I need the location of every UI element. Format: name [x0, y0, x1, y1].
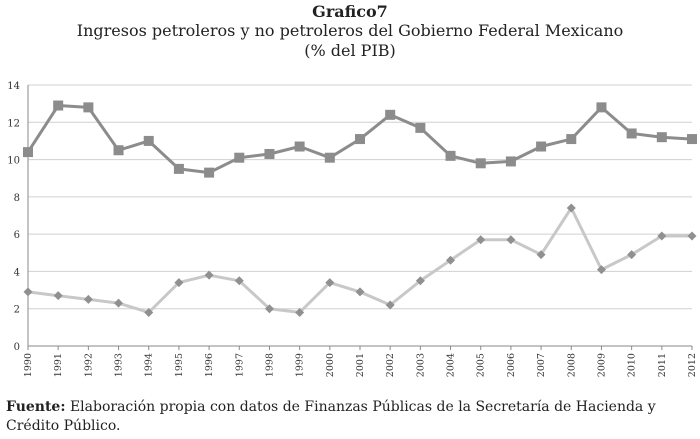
data-point-diamond: [446, 255, 456, 265]
data-point-diamond: [23, 287, 33, 297]
data-point-square: [445, 150, 456, 161]
x-tick-label: 2001: [355, 353, 366, 377]
x-tick-label: 2005: [476, 353, 487, 377]
x-tick-label: 1995: [174, 353, 185, 377]
y-tick-label: 8: [14, 193, 20, 204]
data-point-square: [234, 152, 245, 163]
y-tick-label: 6: [14, 230, 20, 241]
data-point-diamond: [415, 276, 425, 286]
data-point-square: [53, 100, 64, 111]
y-tick-label: 4: [14, 267, 20, 278]
data-point-square: [264, 148, 275, 159]
data-point-square: [204, 167, 215, 178]
data-point-square: [324, 152, 335, 163]
data-point-diamond: [596, 265, 606, 275]
data-point-diamond: [385, 300, 395, 310]
x-tick-label: 2010: [627, 353, 638, 377]
x-tick-label: 2000: [325, 353, 336, 377]
data-point-diamond: [566, 203, 576, 213]
data-point-square: [385, 109, 396, 120]
data-point-diamond: [234, 276, 244, 286]
figure-label: Grafico7: [312, 2, 388, 21]
data-point-square: [687, 134, 697, 145]
data-point-square: [566, 134, 577, 145]
data-point-diamond: [687, 231, 697, 241]
x-tick-label: 1999: [295, 353, 306, 377]
x-tick-label: 1994: [144, 353, 155, 377]
line-chart: 0 2 4 6 8 10 12 14 1990 1991 1992 1993 1994 1995 1996 1…: [7, 81, 698, 377]
data-point-diamond: [144, 307, 154, 317]
data-point-square: [355, 134, 365, 145]
x-tick-label: 2008: [566, 353, 577, 377]
data-point-diamond: [204, 270, 214, 280]
source-text: Elaboración propia con datos de Finanzas…: [6, 399, 656, 434]
data-point-square: [143, 135, 154, 146]
data-point-diamond: [506, 235, 516, 245]
data-point-square: [415, 122, 426, 133]
chart-title: Ingresos petroleros y no petroleros del …: [76, 21, 624, 40]
data-point-diamond: [355, 287, 365, 297]
y-tick-label: 12: [7, 118, 20, 129]
data-point-square: [596, 102, 607, 113]
x-tick-label: 1997: [234, 353, 245, 377]
y-tick-label: 14: [7, 81, 20, 92]
data-point-square: [173, 163, 184, 174]
data-point-diamond: [295, 307, 305, 317]
data-point-diamond: [325, 278, 335, 288]
x-tick-label: 2011: [657, 353, 668, 377]
x-tick-label: 1996: [204, 353, 215, 377]
source-note: Fuente: Elaboración propia con datos de …: [6, 398, 696, 436]
chart-subtitle: (% del PIB): [304, 41, 396, 60]
data-point-diamond: [627, 250, 637, 260]
data-point-square: [294, 141, 305, 152]
data-point-diamond: [83, 294, 93, 304]
data-point-diamond: [476, 235, 486, 245]
data-point-square: [656, 132, 667, 143]
x-tick-label: 1992: [83, 353, 94, 377]
x-tick-label: 2002: [385, 353, 396, 377]
x-tick-label: 1998: [264, 353, 275, 377]
data-point-square: [626, 128, 637, 139]
x-tick-label: 1991: [53, 353, 64, 377]
x-tick-label: 2009: [596, 353, 607, 377]
x-tick-label: 2003: [415, 353, 426, 377]
data-point-diamond: [174, 278, 184, 288]
x-tick-label: 2012: [687, 353, 698, 377]
data-point-diamond: [114, 298, 124, 308]
x-tick-label: 1993: [114, 353, 125, 377]
data-point-square: [536, 141, 547, 152]
data-point-square: [113, 145, 124, 156]
data-point-square: [505, 156, 516, 167]
x-tick-label: 2007: [536, 353, 547, 377]
y-tick-label: 2: [14, 305, 20, 316]
source-label: Fuente:: [6, 399, 66, 415]
y-tick-label: 10: [7, 156, 20, 167]
x-tick-label: 2004: [446, 353, 457, 377]
data-point-square: [23, 147, 33, 158]
data-point-square: [475, 158, 486, 169]
data-point-diamond: [264, 304, 274, 314]
data-point-diamond: [53, 291, 63, 301]
series-line-2: [27, 206, 692, 314]
data-point-diamond: [536, 250, 546, 260]
data-point-square: [83, 102, 94, 113]
x-tick-label: 1990: [23, 353, 34, 377]
data-point-diamond: [657, 231, 667, 241]
x-tick-label: 2006: [506, 353, 517, 377]
y-tick-label: 0: [14, 342, 20, 353]
